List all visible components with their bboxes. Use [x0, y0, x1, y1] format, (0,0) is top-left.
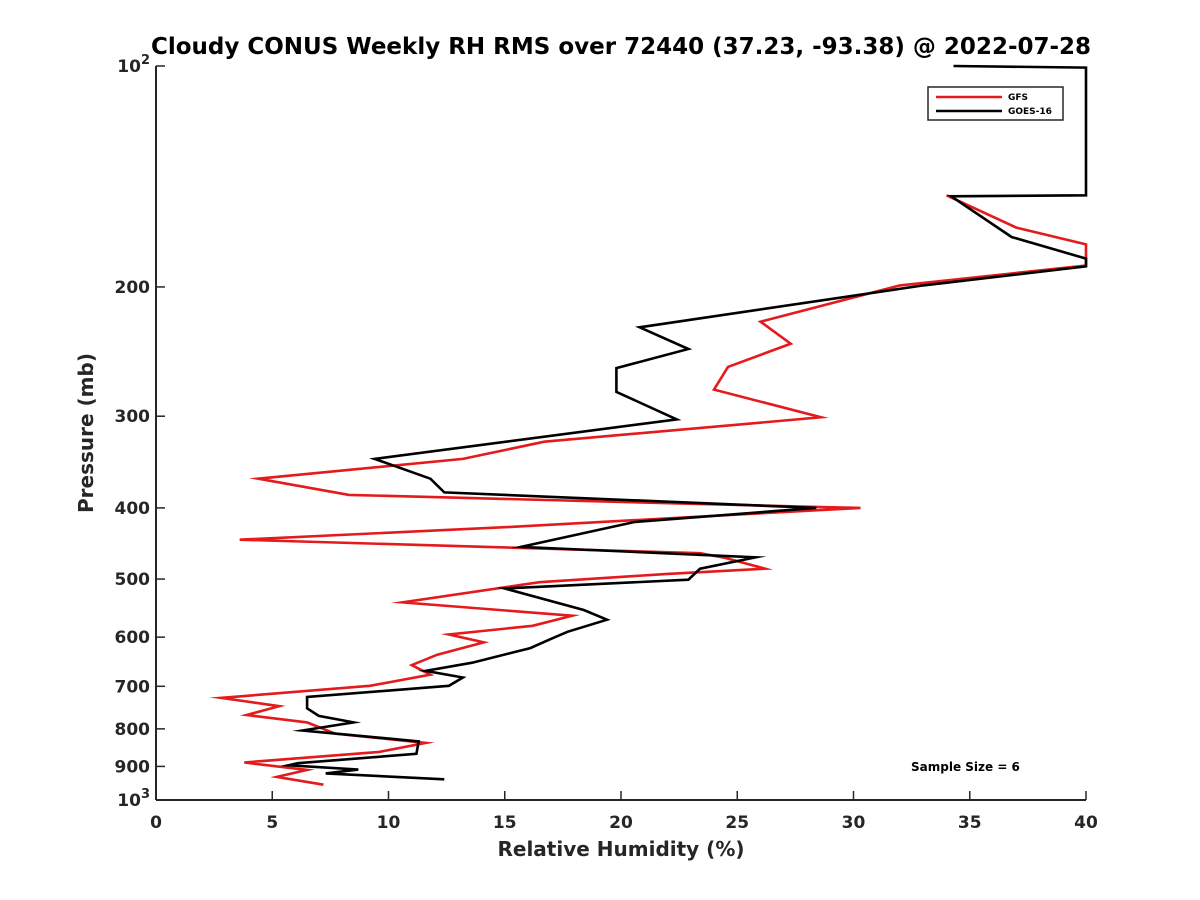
y-tick-label: 600	[115, 628, 151, 648]
chart-title: Cloudy CONUS Weekly RH RMS over 72440 (3…	[151, 34, 1091, 60]
legend: GFS GOES-16	[927, 86, 1064, 121]
y-tick-label: 700	[115, 677, 151, 697]
y-tick-label: 103	[117, 787, 150, 811]
legend-label: GFS	[1008, 93, 1028, 103]
legend-box	[927, 86, 1064, 121]
y-tick-label: 400	[115, 499, 151, 519]
series-line-goes-16	[279, 64, 1088, 781]
x-tick-label: 0	[150, 813, 162, 833]
x-tick-label: 15	[493, 813, 517, 833]
legend-label: GOES-16	[1008, 107, 1052, 117]
sample-size-annotation: Sample Size = 6	[911, 760, 1020, 774]
y-tick-label: 102	[117, 53, 150, 77]
legend-items: GFS GOES-16	[936, 93, 1052, 117]
series-layer	[209, 64, 1088, 786]
x-ticks: 0 5 10 15 20 25 30 35 40	[150, 791, 1098, 833]
x-tick-label: 40	[1074, 813, 1098, 833]
plot-area: 0 5 10 15 20 25 30 35 40 102 200 300 400 500 600 700 80…	[115, 53, 1098, 833]
y-tick-label: 800	[115, 720, 151, 740]
y-tick-label: 300	[115, 407, 151, 427]
y-tick-label: 500	[115, 570, 151, 590]
x-tick-label: 20	[609, 813, 633, 833]
y-tick-label: 900	[115, 757, 151, 777]
x-tick-label: 25	[725, 813, 749, 833]
y-tick-label: 200	[115, 278, 151, 298]
plot-background	[156, 66, 1086, 800]
y-axis-label: Pressure (mb)	[74, 353, 98, 513]
x-tick-label: 35	[958, 813, 982, 833]
x-tick-label: 5	[266, 813, 278, 833]
x-tick-label: 30	[842, 813, 866, 833]
x-axis-label: Relative Humidity (%)	[497, 837, 744, 861]
x-tick-label: 10	[377, 813, 401, 833]
series-line-gfs	[209, 194, 1088, 786]
